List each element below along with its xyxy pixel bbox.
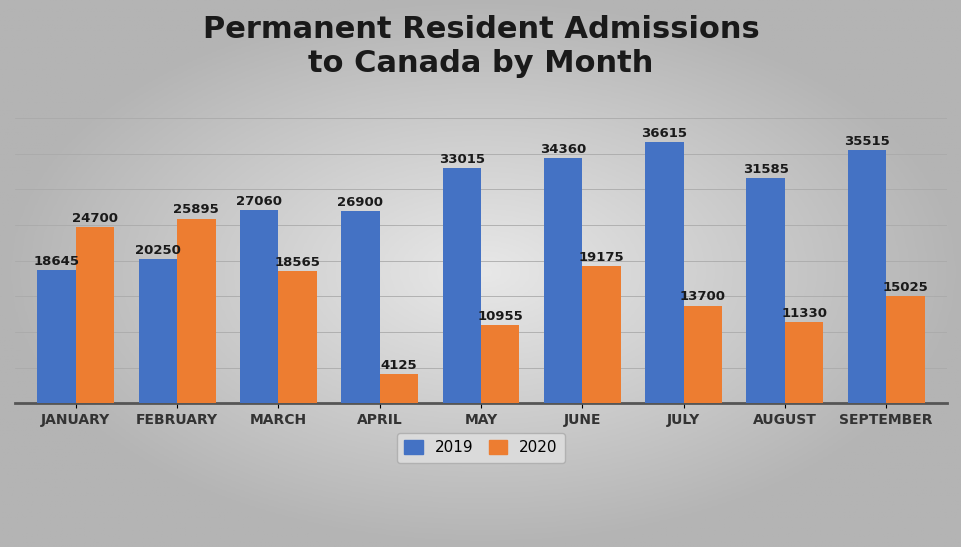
Text: 34360: 34360: [539, 143, 585, 156]
Bar: [581, 266, 620, 403]
Bar: [37, 270, 76, 403]
Text: 33015: 33015: [438, 153, 484, 166]
Bar: [847, 150, 885, 403]
Text: 25895: 25895: [173, 203, 219, 217]
Bar: [341, 211, 380, 403]
Bar: [177, 219, 215, 403]
Bar: [543, 158, 581, 403]
Text: 18645: 18645: [34, 255, 80, 268]
Bar: [76, 227, 114, 403]
Text: 26900: 26900: [337, 196, 383, 210]
Text: 36615: 36615: [641, 127, 687, 140]
Text: 18565: 18565: [275, 255, 320, 269]
Bar: [380, 374, 418, 403]
Bar: [442, 168, 480, 403]
Text: 20250: 20250: [135, 243, 181, 257]
Text: 11330: 11330: [780, 307, 826, 321]
Bar: [278, 271, 316, 403]
Text: 4125: 4125: [381, 359, 417, 371]
Bar: [683, 306, 722, 403]
Text: 35515: 35515: [843, 135, 889, 148]
Bar: [885, 296, 924, 403]
Bar: [239, 210, 278, 403]
Text: 10955: 10955: [477, 310, 523, 323]
Text: 15025: 15025: [881, 281, 927, 294]
Text: 31585: 31585: [742, 163, 788, 176]
Text: 24700: 24700: [72, 212, 118, 225]
Text: 27060: 27060: [235, 195, 282, 208]
Text: 13700: 13700: [679, 290, 726, 304]
Title: Permanent Resident Admissions
to Canada by Month: Permanent Resident Admissions to Canada …: [203, 15, 758, 78]
Bar: [645, 142, 683, 403]
Bar: [480, 325, 519, 403]
Legend: 2019, 2020: 2019, 2020: [396, 433, 565, 463]
Text: 19175: 19175: [579, 252, 624, 264]
Bar: [138, 259, 177, 403]
Bar: [784, 322, 823, 403]
Bar: [746, 178, 784, 403]
